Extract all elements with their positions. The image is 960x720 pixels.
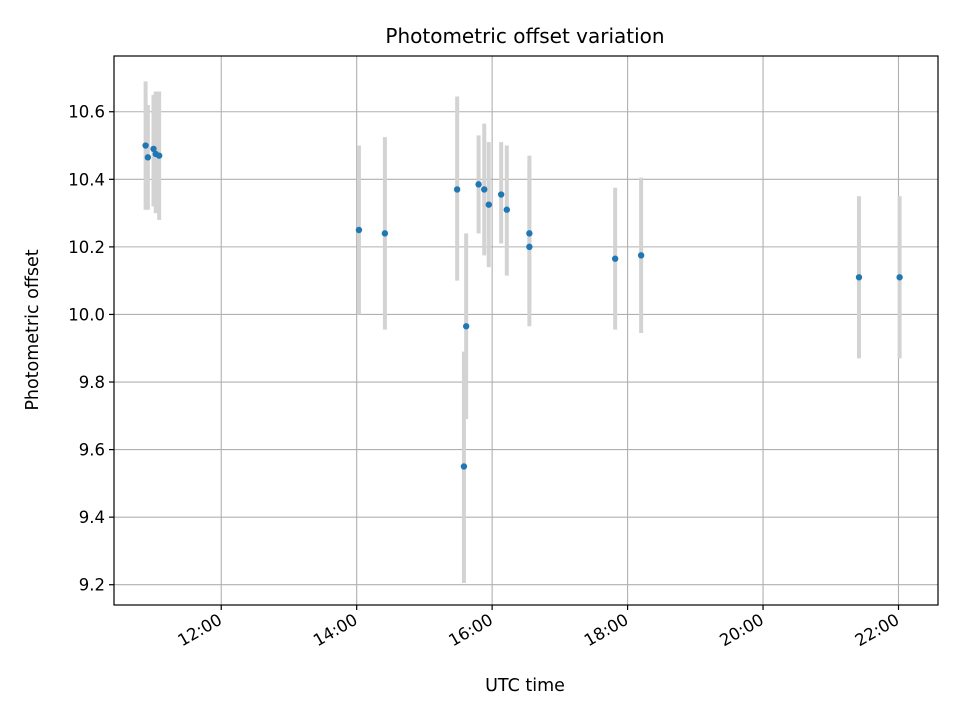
y-tick-label: 10.2 bbox=[68, 238, 105, 257]
x-axis-label: UTC time bbox=[485, 676, 565, 696]
data-point bbox=[637, 252, 645, 259]
data-point bbox=[355, 226, 363, 234]
grid-layer bbox=[114, 56, 938, 605]
y-tick-label: 9.8 bbox=[79, 373, 105, 392]
data-point bbox=[142, 142, 149, 149]
data-point bbox=[481, 186, 488, 193]
data-point bbox=[381, 230, 389, 237]
data-point bbox=[855, 274, 863, 281]
y-axis-label: Photometric offset bbox=[23, 249, 43, 410]
data-point bbox=[526, 230, 533, 237]
plot-frame bbox=[113, 55, 939, 606]
data-point bbox=[503, 206, 511, 213]
y-tick-label: 10.6 bbox=[68, 103, 105, 122]
data-point bbox=[150, 145, 157, 153]
point-layer bbox=[142, 142, 903, 470]
data-point bbox=[611, 255, 619, 262]
data-point bbox=[896, 274, 903, 281]
data-point bbox=[526, 243, 533, 251]
y-tick-label: 9.4 bbox=[79, 508, 105, 527]
data-point bbox=[144, 154, 152, 161]
data-point bbox=[462, 323, 470, 330]
data-point bbox=[460, 463, 468, 470]
data-point bbox=[497, 191, 505, 198]
chart-title: Photometric offset variation bbox=[385, 24, 664, 48]
data-point bbox=[475, 181, 482, 188]
y-tick-label: 10.0 bbox=[68, 305, 105, 324]
y-tick-label: 9.2 bbox=[79, 576, 105, 595]
data-point bbox=[485, 201, 492, 208]
y-tick-label: 9.6 bbox=[79, 441, 105, 460]
data-point bbox=[453, 186, 461, 193]
y-tick-label: 10.4 bbox=[68, 170, 105, 189]
data-point bbox=[155, 152, 163, 159]
